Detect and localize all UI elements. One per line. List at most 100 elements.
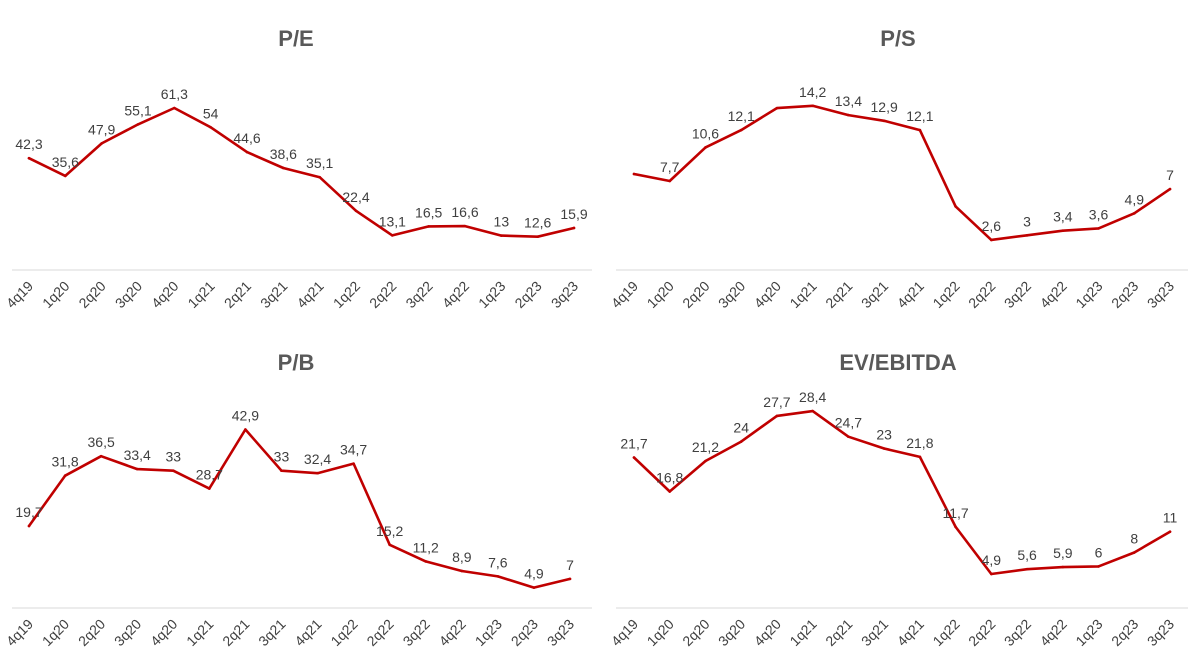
- x-tick-label: 2q23: [508, 616, 541, 649]
- x-tick-label: 1q21: [184, 278, 217, 311]
- data-point: [739, 128, 743, 132]
- data-label: 7: [1166, 167, 1174, 183]
- data-point: [316, 471, 319, 475]
- data-label: 7,6: [488, 554, 508, 570]
- x-tick-label: 1q20: [39, 616, 72, 649]
- x-tick-label: 4q19: [3, 278, 36, 311]
- x-tick-label: 2q20: [679, 278, 712, 311]
- data-point: [918, 455, 922, 459]
- x-tick-label: 1q22: [929, 278, 962, 311]
- x-tick-label: 4q22: [436, 616, 469, 649]
- data-label: 21,2: [692, 439, 719, 455]
- data-point: [496, 575, 500, 578]
- data-label: 7,7: [660, 159, 680, 175]
- x-tick-label: 4q22: [439, 278, 472, 311]
- x-tick-label: 4q21: [293, 278, 326, 311]
- data-label: 42,9: [232, 408, 259, 424]
- data-label: 32,4: [304, 451, 331, 467]
- data-point: [739, 440, 743, 443]
- data-label: 12,1: [906, 108, 933, 124]
- x-tick-label: 4q22: [1037, 278, 1070, 311]
- data-label: 61,3: [161, 86, 188, 102]
- chart-title: P/B: [278, 350, 315, 375]
- data-label: 28,4: [799, 389, 826, 405]
- x-tick-label: 2q23: [1108, 278, 1141, 311]
- data-point: [63, 474, 67, 478]
- data-point: [99, 454, 103, 458]
- data-point: [427, 225, 430, 228]
- x-tick-label: 3q23: [1144, 278, 1177, 311]
- x-tick-label: 2q23: [511, 278, 544, 311]
- data-point: [668, 490, 672, 493]
- data-point: [775, 106, 779, 110]
- x-tick-label: 3q22: [1001, 616, 1034, 649]
- x-tick-label: 3q21: [255, 616, 288, 649]
- chart-pb: P/B 19,7 31,8 36,5 33,4 33 28,7 42,9 33 32,4 34,7 1…: [3, 350, 592, 649]
- data-point: [171, 469, 175, 473]
- data-label: 4,9: [982, 552, 1002, 568]
- data-label: 31,8: [51, 454, 78, 470]
- data-label: 5,6: [1017, 547, 1037, 563]
- x-tick-label: 1q21: [786, 616, 819, 649]
- data-point: [64, 174, 67, 178]
- data-label: 38,6: [270, 146, 297, 162]
- x-tick-label: 2q21: [822, 616, 855, 649]
- data-label: 33,4: [124, 447, 151, 463]
- data-label: 23: [876, 427, 892, 443]
- x-tick-label: 4q19: [3, 616, 36, 649]
- chart-title: P/S: [880, 26, 915, 51]
- data-label: 8: [1130, 531, 1138, 547]
- data-point: [282, 166, 285, 170]
- x-tick-label: 1q23: [472, 616, 505, 649]
- x-tick-label: 3q23: [1144, 616, 1177, 649]
- data-point: [208, 487, 211, 490]
- x-tick-label: 2q20: [75, 616, 108, 649]
- data-label: 4,9: [1125, 191, 1145, 207]
- data-label: 35,1: [306, 155, 333, 171]
- data-label: 33: [274, 449, 290, 465]
- data-point: [990, 572, 993, 576]
- x-tick-label: 1q23: [475, 278, 508, 311]
- data-label: 12,6: [524, 215, 551, 231]
- data-label: 47,9: [88, 121, 115, 137]
- data-point: [847, 113, 850, 117]
- data-label: 24,7: [835, 415, 862, 431]
- data-label: 5,9: [1053, 545, 1073, 561]
- x-tick-label: 2q22: [366, 278, 399, 311]
- x-tick-label: 2q22: [965, 278, 998, 311]
- data-point: [1132, 212, 1136, 215]
- data-point: [704, 459, 707, 463]
- data-point: [318, 175, 321, 179]
- series-line: [27, 428, 572, 589]
- data-label: 6: [1095, 544, 1103, 560]
- data-point: [388, 543, 391, 547]
- data-point: [463, 224, 467, 228]
- data-label: 13,4: [835, 93, 862, 109]
- data-point: [391, 234, 394, 237]
- data-point: [704, 146, 707, 149]
- x-tick-label: 3q22: [1001, 278, 1034, 311]
- chart-ev-ebitda: EV/EBITDA 21,7 16,8 21,2 24 27,7 28,4 24,7 23 21,…: [608, 350, 1188, 649]
- chart-pe: P/E 42,3 35,6 47,9 55,1 61,3 54 44,6 38,6 35,1 22,…: [3, 26, 592, 311]
- x-tick-label: 3q21: [257, 278, 290, 311]
- data-point: [632, 172, 636, 176]
- x-tick-label: 4q21: [894, 616, 927, 649]
- x-tick-label: 3q21: [858, 616, 891, 649]
- data-point: [1168, 530, 1172, 534]
- data-point: [954, 525, 957, 529]
- data-label: 16,5: [415, 204, 442, 220]
- data-point: [424, 560, 428, 563]
- x-tick-label: 1q21: [183, 616, 216, 649]
- data-label: 54: [203, 105, 219, 121]
- x-tick-label: 2q20: [679, 616, 712, 649]
- chart-title: P/E: [278, 26, 313, 51]
- x-tick-label: 1q22: [330, 278, 363, 311]
- data-label: 55,1: [124, 102, 151, 118]
- data-label: 12,1: [728, 108, 755, 124]
- x-tick-label: 4q19: [608, 278, 641, 311]
- data-label: 36,5: [88, 434, 115, 450]
- data-point: [568, 577, 572, 581]
- data-point: [173, 106, 176, 110]
- x-tick-label: 4q21: [291, 616, 324, 649]
- x-tick-label: 4q19: [608, 616, 641, 649]
